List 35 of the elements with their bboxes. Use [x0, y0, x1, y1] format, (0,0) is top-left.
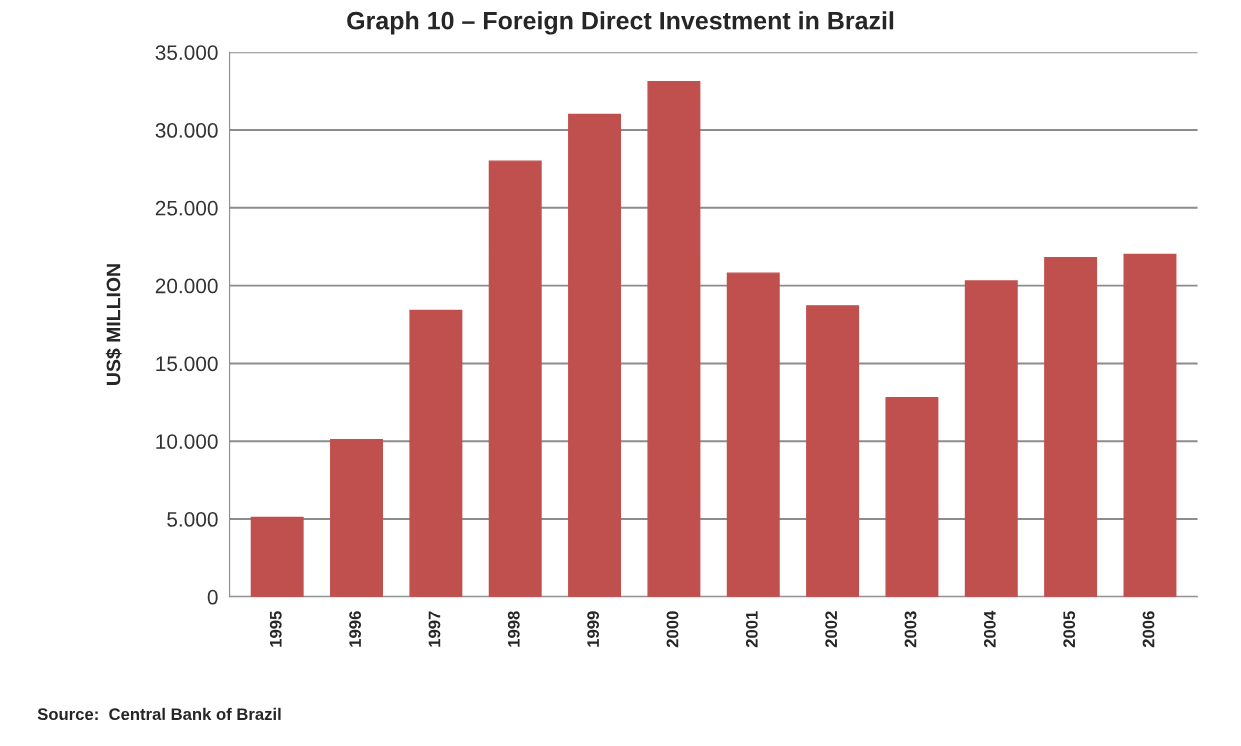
bar	[964, 280, 1018, 597]
x-tick-label: 2006	[1142, 611, 1155, 648]
y-tick-label: 5.000	[167, 512, 218, 527]
bar	[885, 396, 939, 597]
y-tick-label: 15.000	[156, 356, 218, 372]
y-tick-label: 35.000	[155, 45, 218, 60]
y-tick-label: 30.000	[155, 123, 218, 138]
bar	[1044, 256, 1098, 597]
x-tick-label: 1997	[428, 611, 441, 647]
y-axis-title: US$ MILLION	[105, 264, 122, 385]
bar	[330, 438, 384, 597]
bar	[488, 160, 542, 597]
x-tick-label: 1999	[587, 611, 600, 647]
bar	[568, 113, 622, 597]
x-tick-label: 2001	[745, 611, 758, 648]
bar	[647, 81, 701, 597]
y-tick-label: 25.000	[155, 200, 218, 216]
x-tick-label: 2003	[904, 611, 917, 648]
x-tick-label: 2004	[983, 610, 996, 648]
y-tick-label: 10.000	[156, 434, 218, 449]
chart-title: Graph 10 – Foreign Direct Investment in Brazil	[347, 11, 894, 35]
x-tick-label: 2002	[825, 611, 838, 648]
y-tick-label: 20.000	[155, 278, 218, 294]
y-tick-label: 0	[207, 589, 218, 605]
x-tick-label: 1996	[349, 611, 362, 647]
x-tick-label: 2005	[1063, 611, 1076, 648]
x-tick-label: 2000	[666, 611, 679, 648]
x-tick-label: 1995	[269, 611, 282, 647]
x-tick-label: 1998	[507, 611, 520, 647]
source-note: Source: Central Bank of Brazil	[37, 707, 281, 721]
bar	[250, 516, 304, 597]
bar	[409, 309, 463, 597]
bar	[726, 272, 780, 597]
bar	[1123, 253, 1177, 597]
bar	[806, 305, 860, 597]
